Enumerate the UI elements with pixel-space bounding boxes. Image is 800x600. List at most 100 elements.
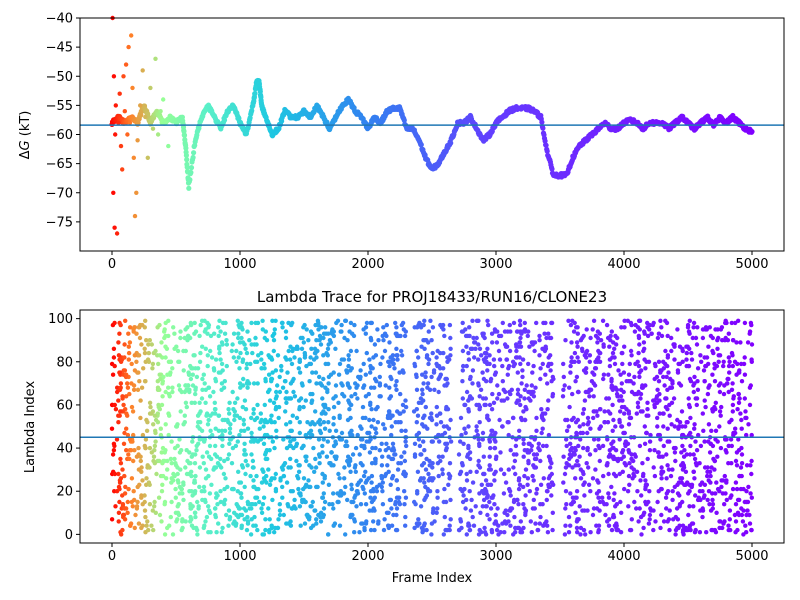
lambda-point bbox=[350, 512, 355, 518]
lambda-point bbox=[745, 340, 751, 345]
lambda-point bbox=[316, 437, 322, 442]
lambda-point bbox=[360, 404, 366, 410]
lambda-point bbox=[224, 363, 229, 369]
lambda-point bbox=[537, 333, 542, 339]
delta-g-panel: 0 1000 2000 3000 4000 5000 −75−70−65−60−55−50… bbox=[18, 12, 785, 272]
lambda-point bbox=[209, 482, 214, 487]
lambda-point bbox=[132, 448, 137, 453]
lambda-point bbox=[203, 400, 208, 405]
lambda-point bbox=[492, 445, 498, 451]
lambda-point bbox=[309, 432, 314, 438]
lambda-point bbox=[444, 407, 449, 412]
lambda-point bbox=[476, 463, 481, 468]
lambda-y-tick-label: 40 bbox=[56, 442, 73, 457]
lambda-point bbox=[515, 387, 521, 392]
lambda-point bbox=[578, 430, 583, 436]
lambda-point bbox=[749, 527, 754, 533]
lambda-point bbox=[259, 510, 265, 515]
lambda-point bbox=[686, 396, 691, 401]
lambda-point bbox=[280, 385, 286, 390]
lambda-point bbox=[360, 484, 365, 490]
lambda-point bbox=[237, 432, 242, 438]
lambda-point bbox=[587, 394, 592, 399]
lambda-point bbox=[122, 368, 128, 373]
lambda-point bbox=[519, 530, 525, 535]
lambda-point bbox=[126, 357, 131, 362]
lambda-point bbox=[606, 523, 612, 528]
lambda-point bbox=[723, 318, 728, 323]
lambda-point bbox=[700, 411, 705, 416]
lambda-point bbox=[532, 348, 537, 354]
lambda-point bbox=[522, 473, 527, 479]
lambda-point bbox=[279, 368, 284, 373]
lambda-point bbox=[192, 331, 197, 336]
lambda-point bbox=[320, 396, 325, 401]
lambda-point bbox=[133, 512, 138, 518]
lambda-point bbox=[498, 450, 503, 455]
lambda-point bbox=[336, 471, 341, 477]
lambda-point bbox=[372, 342, 378, 347]
lambda-point bbox=[448, 439, 454, 444]
lambda-point bbox=[400, 402, 406, 408]
lambda-point bbox=[477, 420, 482, 425]
lambda-point bbox=[731, 430, 736, 436]
lambda-point bbox=[584, 348, 590, 354]
lambda-point bbox=[245, 329, 250, 334]
lambda-point bbox=[189, 473, 194, 479]
lambda-point bbox=[657, 411, 662, 416]
lambda-point bbox=[372, 385, 377, 390]
lambda-point bbox=[261, 441, 267, 446]
lambda-point bbox=[177, 491, 182, 496]
lambda-point bbox=[655, 335, 661, 341]
lambda-point bbox=[322, 402, 328, 408]
lambda-point bbox=[144, 523, 149, 528]
lambda-point bbox=[198, 420, 203, 425]
lambda-point bbox=[318, 514, 323, 520]
lambda-point bbox=[619, 456, 624, 462]
delta-g-y-tick-label: −75 bbox=[46, 215, 73, 230]
lambda-point bbox=[534, 452, 540, 457]
lambda-point bbox=[353, 469, 358, 474]
lambda-point bbox=[259, 350, 264, 356]
lambda-point bbox=[294, 458, 299, 464]
lambda-point bbox=[503, 389, 508, 395]
lambda-point bbox=[531, 363, 536, 369]
lambda-point bbox=[358, 461, 363, 466]
lambda-point bbox=[321, 437, 326, 442]
lambda-point bbox=[446, 482, 451, 487]
lambda-point bbox=[371, 519, 376, 524]
lambda-point bbox=[689, 350, 694, 356]
lambda-point bbox=[508, 448, 513, 453]
delta-g-trace-point bbox=[183, 152, 189, 158]
lambda-point bbox=[304, 327, 309, 332]
lambda-point bbox=[279, 363, 284, 369]
lambda-point bbox=[491, 493, 496, 498]
lambda-point bbox=[139, 385, 145, 390]
lambda-point bbox=[162, 327, 167, 332]
lambda-point bbox=[233, 523, 238, 528]
lambda-point bbox=[550, 394, 555, 399]
lambda-point bbox=[691, 469, 696, 474]
lambda-point bbox=[230, 389, 235, 395]
lambda-point bbox=[253, 335, 258, 341]
lambda-point bbox=[749, 432, 754, 438]
lambda-point bbox=[314, 517, 319, 522]
lambda-point bbox=[719, 404, 724, 410]
lambda-point bbox=[197, 400, 202, 405]
lambda-point bbox=[377, 394, 382, 399]
lambda-point bbox=[162, 502, 167, 507]
lambda-point bbox=[609, 484, 614, 490]
lambda-point bbox=[538, 376, 543, 382]
lambda-point bbox=[489, 331, 495, 336]
lambda-point bbox=[416, 517, 421, 522]
lambda-point bbox=[514, 452, 519, 457]
lambda-point bbox=[679, 476, 685, 481]
lambda-point bbox=[620, 361, 625, 367]
lambda-x-tick-label: 3000 bbox=[479, 549, 512, 564]
lambda-point bbox=[463, 430, 468, 436]
lambda-point bbox=[192, 400, 197, 405]
lambda-point bbox=[301, 486, 306, 492]
lambda-point bbox=[748, 320, 754, 326]
lambda-point bbox=[370, 366, 375, 371]
lambda-point bbox=[560, 394, 566, 399]
